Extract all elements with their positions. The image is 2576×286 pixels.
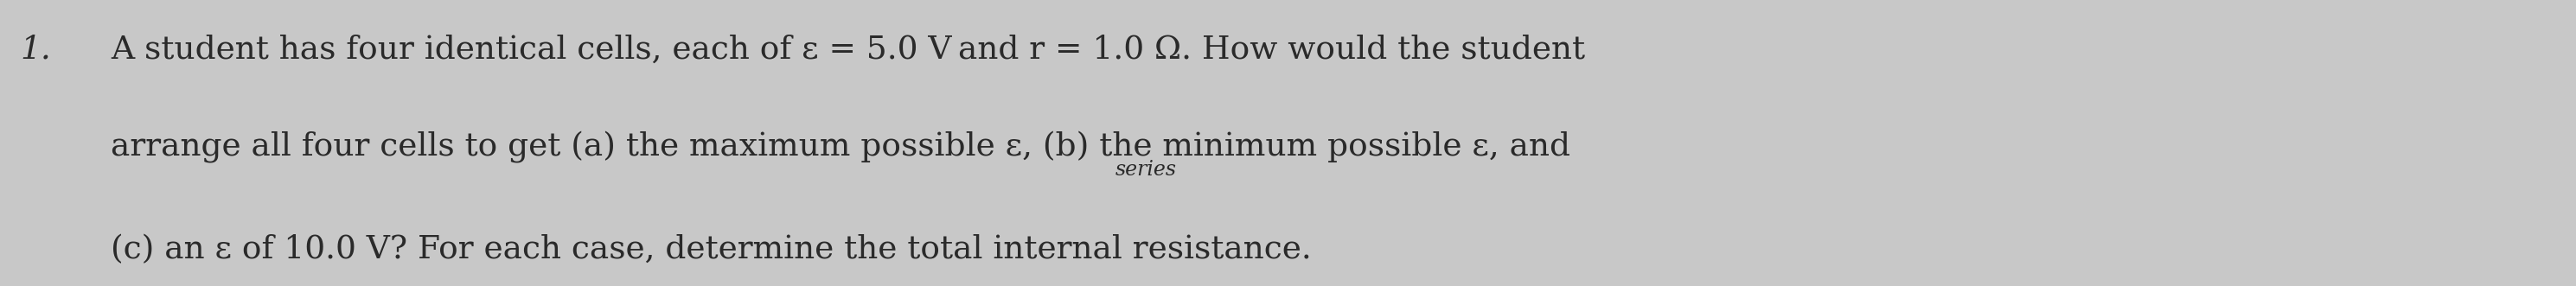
Text: A student has four identical cells, each of ε = 5.0 V and r = 1.0 Ω. How would t: A student has four identical cells, each…: [111, 34, 1584, 65]
Text: arrange all four cells to get (a) the maximum possible ε, (b) the minimum possib: arrange all four cells to get (a) the ma…: [111, 132, 1571, 164]
Text: series: series: [1115, 160, 1177, 180]
Text: (c) an ε of 10.0 V? For each case, determine the total internal resistance.: (c) an ε of 10.0 V? For each case, deter…: [111, 235, 1311, 266]
Text: 1.: 1.: [21, 34, 52, 65]
